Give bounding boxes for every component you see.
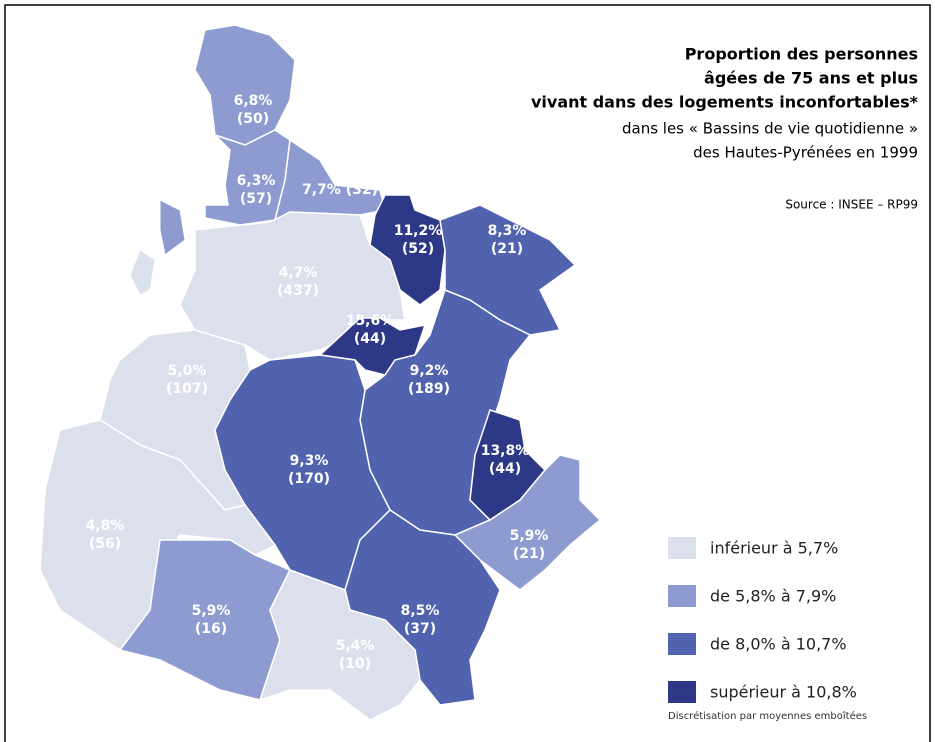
region-rate: 15,6% [346, 313, 395, 329]
region-rate: 5,4% [336, 638, 375, 654]
region-count: (437) [277, 283, 319, 299]
region-rate: 8,5% [401, 603, 440, 619]
region-rate: 9,2% [410, 363, 449, 379]
region [194, 24, 296, 146]
subtitle-line: dans les « Bassins de vie quotidienne » [622, 120, 918, 138]
legend-swatch [668, 537, 696, 559]
region-rate: 7,7% [302, 182, 341, 198]
legend-label: supérieur à 10,8% [710, 683, 857, 702]
region-rate: 5,9% [192, 603, 231, 619]
region-rate: 8,3% [488, 223, 527, 239]
region-count: (44) [489, 461, 521, 477]
region-count: (56) [89, 536, 121, 552]
region-count: (21) [491, 241, 523, 257]
title-line: Proportion des personnes [685, 45, 918, 64]
region [369, 194, 446, 306]
region-count: (21) [513, 546, 545, 562]
region-count: (10) [339, 656, 371, 672]
region-count: (16) [195, 621, 227, 637]
region-count: (44) [354, 331, 386, 347]
title-line: vivant dans des logements inconfortables… [531, 93, 919, 112]
region-count: (189) [408, 381, 450, 397]
region-rate: 13,8% [481, 443, 530, 459]
region-rate: 5,9% [510, 528, 549, 544]
island [159, 199, 186, 256]
legend-swatch [668, 681, 696, 703]
region-rate: 4,8% [86, 518, 125, 534]
island [129, 249, 156, 296]
region-count: (107) [166, 381, 208, 397]
legend-label: de 8,0% à 10,7% [710, 635, 847, 654]
title-line: âgées de 75 ans et plus [704, 69, 918, 88]
region [273, 138, 386, 222]
subtitle-line: des Hautes-Pyrénées en 1999 [693, 144, 918, 162]
legend-swatch [668, 585, 696, 607]
region-rate: 11,2% [394, 223, 443, 239]
region-rate: 5,0% [168, 363, 207, 379]
legend-label: inférieur à 5,7% [710, 539, 838, 558]
region-count: (57) [240, 191, 272, 207]
region [258, 569, 421, 721]
region [179, 211, 406, 361]
region-count: (50) [237, 111, 269, 127]
region-rate: 9,3% [290, 453, 329, 469]
region-rate: 4,7% [279, 265, 318, 281]
legend-label: de 5,8% à 7,9% [710, 587, 836, 606]
region-label: 7,7% (32) [302, 182, 378, 198]
region-rate: 6,3% [237, 173, 276, 189]
region-count: (170) [288, 471, 330, 487]
frame [4, 4, 931, 742]
legend-swatch [668, 633, 696, 655]
region-rate: 6,8% [234, 93, 273, 109]
source: Source : INSEE – RP99 [785, 198, 918, 212]
legend-note: Discrétisation par moyennes emboîtées [668, 710, 867, 722]
region-count: (52) [402, 241, 434, 257]
region-count: (32) [346, 182, 378, 198]
region-count: (37) [404, 621, 436, 637]
